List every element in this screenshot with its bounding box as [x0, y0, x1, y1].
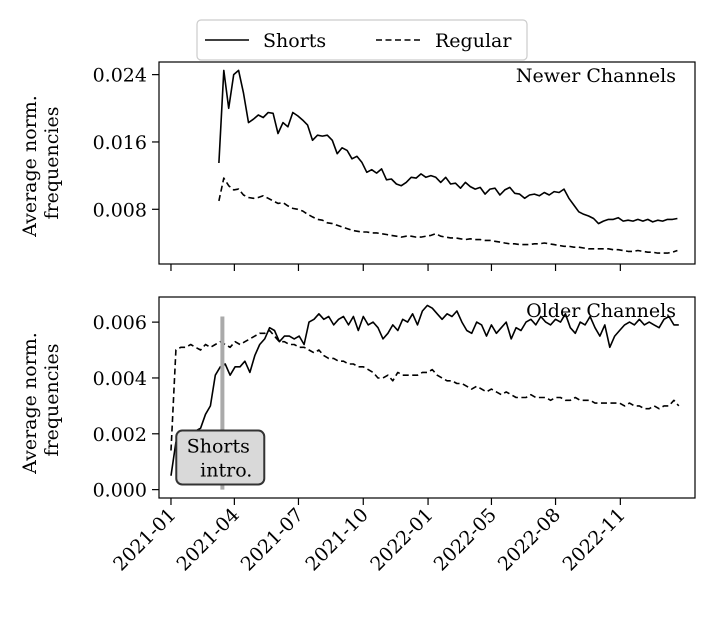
- top-ytick-label: 0.016: [93, 132, 147, 154]
- top-x-tick-marks: [170, 264, 621, 271]
- top-series-shorts-line: [218, 69, 678, 225]
- legend-regular-label: Regular: [435, 30, 512, 52]
- bottom-ytick-label: 0.002: [93, 424, 147, 446]
- top-axes-frame: [158, 61, 696, 265]
- bottom-series-regular-line: [170, 329, 680, 451]
- shorts-intro-box: [175, 429, 266, 486]
- top-panel-title: Newer Channels: [516, 65, 676, 87]
- top-ytick-label: 0.024: [93, 65, 147, 87]
- bottom-y-axis-title: Average norm. frequencies: [19, 326, 63, 475]
- bottom-series-shorts-line: [170, 304, 679, 476]
- top-panel: 0.008 0.016 0.024 Newer Channels Average n…: [19, 61, 696, 271]
- top-y-axis-title-line2: frequencies: [41, 107, 63, 220]
- bottom-x-tick-marks: [170, 498, 621, 505]
- bottom-panel-title: Older Channels: [526, 300, 676, 322]
- bottom-axes-frame: [158, 296, 696, 499]
- shorts-intro-annotation: Shorts intro.: [175, 429, 266, 486]
- bottom-ytick-label: 0.006: [93, 312, 147, 334]
- shorts-intro-text-line2: intro.: [200, 460, 252, 482]
- top-y-axis-title: Average norm. frequencies: [19, 89, 63, 238]
- bottom-y-ticks: 0.000 0.002 0.004 0.006: [93, 312, 159, 502]
- legend-shorts-label: Shorts: [263, 30, 326, 52]
- top-y-ticks: 0.008 0.016 0.024: [93, 65, 159, 221]
- bottom-ytick-label: 0.004: [93, 368, 147, 390]
- top-ytick-label: 0.008: [93, 199, 147, 221]
- legend: Shorts Regular: [196, 19, 528, 61]
- top-series-regular-line: [218, 177, 678, 254]
- top-y-axis-title-line1: Average norm.: [19, 95, 41, 238]
- bottom-y-axis-title-line1: Average norm.: [19, 332, 41, 475]
- shorts-intro-text-line1: Shorts: [187, 436, 250, 458]
- legend-frame: [196, 19, 528, 61]
- bottom-y-axis-title-line2: frequencies: [41, 344, 63, 457]
- bottom-series-layer: [170, 304, 680, 476]
- top-series-layer: [218, 69, 678, 254]
- bottom-ytick-label: 0.000: [93, 480, 147, 502]
